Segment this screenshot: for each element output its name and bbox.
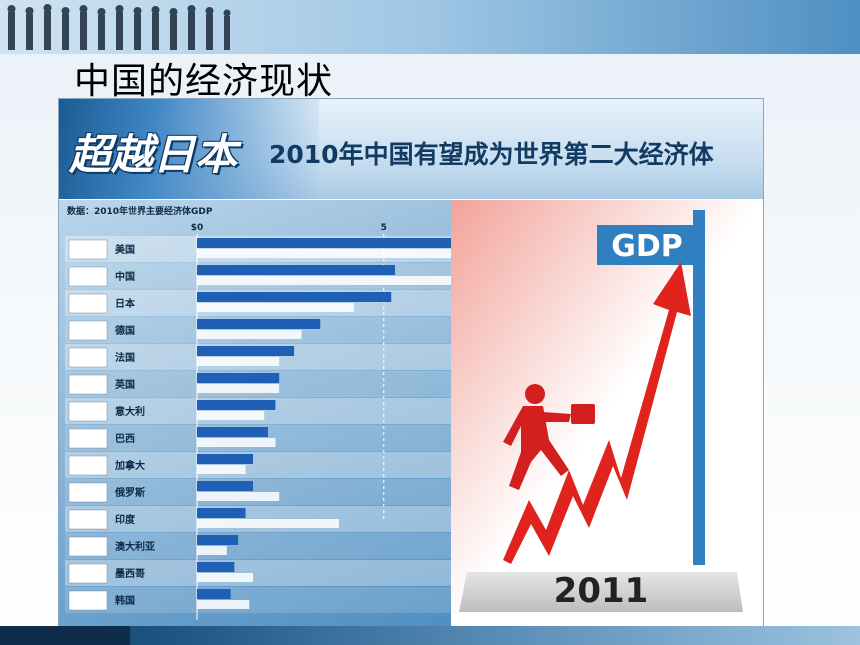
bar-series-2 — [197, 492, 280, 501]
japan-flag-icon — [68, 293, 108, 314]
gdp-bar-chart: 数据：2010年世界主要经济体GDP $0 5 美国中国日本德国法国英国意大利巴西加… — [59, 200, 451, 629]
headline-banner: 超越日本 2010年中国有望成为世界第二大经济体 — [59, 99, 763, 199]
gdp-figure: 超越日本 2010年中国有望成为世界第二大经济体 数据：2010年世界主要经济体… — [58, 98, 764, 630]
bar-series-1 — [197, 400, 276, 410]
bar-series-2 — [197, 465, 246, 474]
slide-title: 中国的经济现状 — [74, 61, 334, 102]
bar-series-1 — [197, 292, 392, 302]
bar-series-2 — [197, 384, 280, 393]
china-flag-icon — [68, 266, 108, 287]
year-text: 2011 — [554, 571, 649, 611]
bar-series-2 — [197, 303, 354, 312]
bar-series-2 — [197, 600, 250, 609]
axis-tick-label: 5 — [381, 223, 387, 233]
row-background — [65, 587, 451, 613]
bar-series-1 — [197, 427, 268, 437]
row-background — [65, 533, 451, 559]
top-banner — [0, 0, 860, 54]
bar-series-2 — [197, 411, 265, 420]
india-flag-icon — [68, 509, 108, 530]
country-label: 澳大利亚 — [115, 540, 155, 553]
gdp-flagpole — [693, 210, 705, 565]
headline-sub-text: 2010年中国有望成为世界第二大经济体 — [269, 140, 714, 169]
bar-series-2 — [197, 573, 254, 582]
country-label: 巴西 — [115, 433, 135, 445]
bar-series-2 — [197, 357, 280, 366]
bar-series-1 — [197, 508, 246, 518]
illustration-background — [451, 200, 763, 629]
row-background — [65, 560, 451, 586]
headline-streak — [59, 99, 319, 199]
axis-tick-label: $0 — [191, 223, 204, 233]
germany-flag-icon — [68, 320, 108, 341]
bar-series-2 — [197, 249, 451, 258]
bottom-bar — [0, 626, 860, 645]
bar-series-1 — [197, 589, 231, 599]
australia-flag-icon — [68, 536, 108, 557]
year-base — [459, 572, 743, 612]
bar-series-1 — [197, 319, 321, 329]
bar-series-1 — [197, 346, 295, 356]
us-flag-icon — [68, 239, 108, 260]
country-label: 俄罗斯 — [114, 486, 145, 499]
country-label: 加拿大 — [114, 459, 145, 472]
bar-series-1 — [197, 535, 239, 545]
bar-series-1 — [197, 481, 254, 491]
gdp-illustration-svg: GDP 2011 — [451, 200, 763, 629]
gdp-sign-text: GDP — [611, 229, 683, 264]
country-label: 印度 — [115, 513, 136, 526]
bar-series-1 — [197, 373, 280, 383]
bar-series-1 — [197, 265, 395, 275]
gdp-growth-illustration: GDP 2011 — [451, 200, 763, 629]
country-label: 意大利 — [115, 405, 145, 418]
bar-series-2 — [197, 519, 339, 528]
bar-series-2 — [197, 546, 227, 555]
bar-series-1 — [197, 238, 451, 248]
country-label: 韩国 — [115, 594, 135, 607]
headline-big-text: 超越日本 — [69, 130, 238, 179]
country-label: 德国 — [114, 324, 135, 337]
canada-flag-icon — [68, 455, 108, 476]
bar-series-1 — [197, 562, 235, 572]
business-people-silhouettes — [7, 4, 231, 50]
korea-flag-icon — [68, 590, 108, 611]
russia-flag-icon — [68, 482, 108, 503]
bar-series-2 — [197, 330, 302, 339]
country-label: 中国 — [115, 270, 135, 283]
running-businessman-icon — [503, 384, 595, 490]
gdp-rising-arrow — [503, 262, 691, 564]
country-label: 英国 — [114, 378, 135, 391]
italy-flag-icon — [68, 401, 108, 422]
country-label: 法国 — [115, 351, 135, 364]
brazil-flag-icon — [68, 428, 108, 449]
bar-series-2 — [197, 438, 276, 447]
bar-series-1 — [197, 454, 254, 464]
mexico-flag-icon — [68, 563, 108, 584]
country-label: 日本 — [115, 297, 136, 310]
gdp-sign — [597, 225, 697, 265]
uk-flag-icon — [68, 374, 108, 395]
chart-source-note: 数据：2010年世界主要经济体GDP — [67, 207, 213, 217]
bar-series-2 — [197, 276, 451, 285]
country-label: 美国 — [115, 243, 135, 256]
france-flag-icon — [68, 347, 108, 368]
row-background — [65, 452, 451, 478]
country-label: 墨西哥 — [115, 568, 145, 580]
